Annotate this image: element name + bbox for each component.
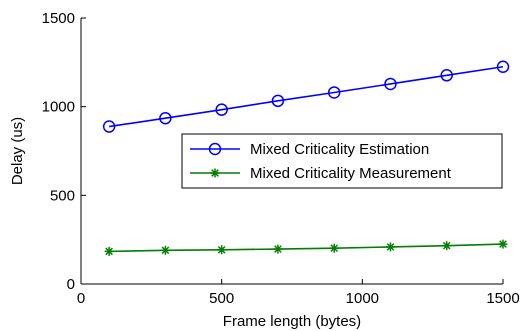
x-tick-label: 1500 [486,290,519,307]
legend-marker [211,169,220,178]
data-point [499,240,508,249]
y-tick-label: 1000 [42,99,75,116]
data-point [105,247,114,256]
data-point [161,246,170,255]
series-1 [104,61,509,132]
x-tick-label: 0 [77,290,85,307]
y-tick-label: 500 [50,187,75,204]
legend-label: Mixed Criticality Estimation [250,141,429,158]
x-axis-label: Frame length (bytes) [223,313,361,330]
y-axis-label: Delay (us) [9,117,26,185]
x-tick-label: 1000 [346,290,379,307]
data-point [273,245,282,254]
series-2 [105,240,508,256]
x-tick-label: 500 [209,290,234,307]
data-point [442,241,451,250]
data-point [330,244,339,253]
y-tick-label: 0 [67,276,75,293]
series-line [109,67,503,127]
y-tick-label: 1500 [42,10,75,27]
legend: Mixed Criticality Estimation Mixed Critic… [182,134,502,188]
data-point [217,245,226,254]
data-point [386,242,395,251]
legend-label: Mixed Criticality Measurement [250,165,452,182]
